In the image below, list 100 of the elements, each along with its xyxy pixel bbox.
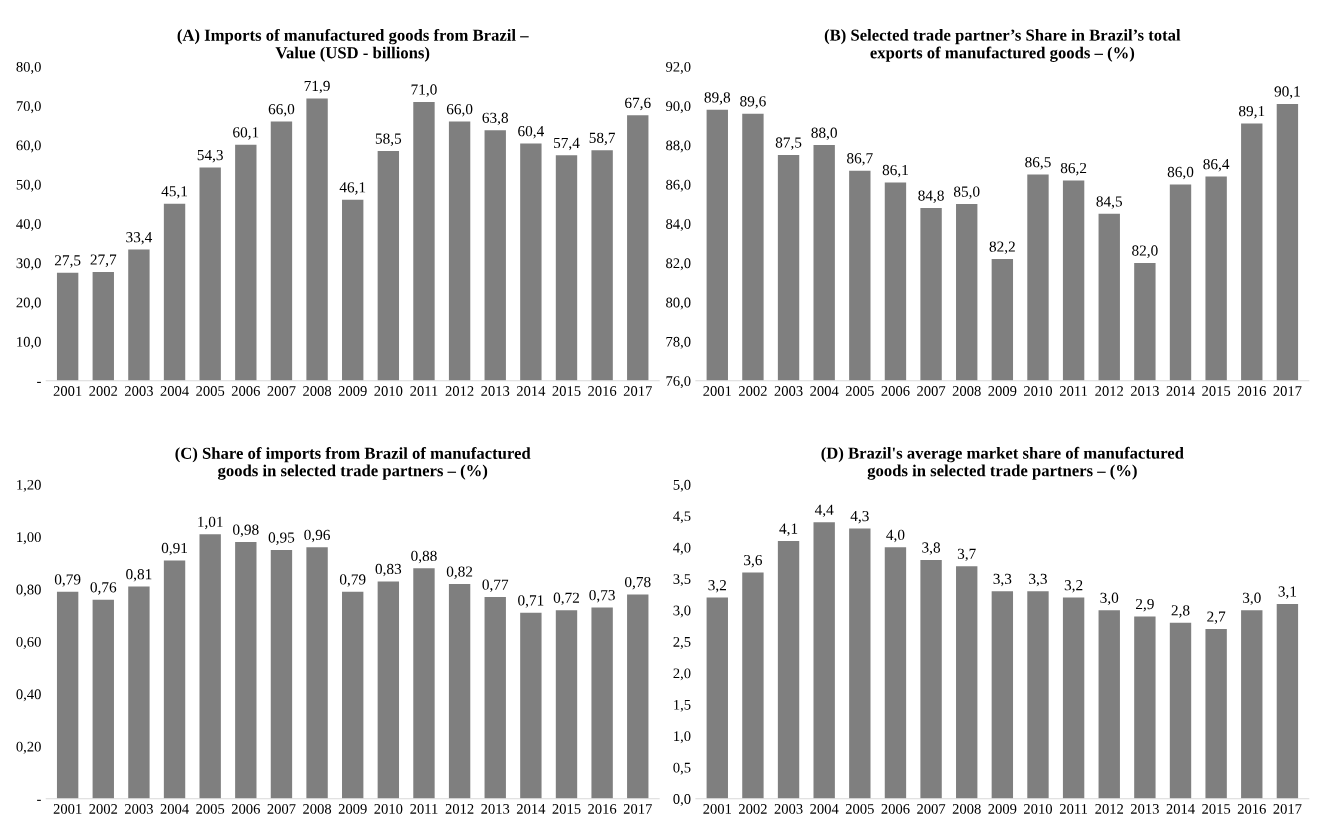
- bar: [413, 101, 435, 381]
- data-label: 3,2: [708, 580, 726, 593]
- y-tick-label: 80,0: [666, 297, 691, 310]
- x-tick-label: 2001: [703, 804, 731, 814]
- bar: [591, 607, 613, 799]
- x-tick-label: 2003: [774, 386, 803, 396]
- data-label: 27,7: [90, 254, 117, 267]
- y-tick-label: 90,0: [666, 101, 691, 114]
- x-tick-label: 2014: [1166, 386, 1195, 396]
- data-label: 82,0: [1132, 245, 1158, 258]
- y-tick-label: 30,0: [16, 258, 41, 271]
- bar: [163, 560, 186, 799]
- x-tick-label: 2016: [1237, 386, 1266, 396]
- bar: [235, 144, 257, 381]
- x-tick-label: 2006: [231, 386, 260, 396]
- bar: [199, 534, 221, 799]
- x-tick-label: 2008: [952, 804, 981, 814]
- x-tick-label: 2007: [917, 804, 946, 814]
- data-label: 0,82: [446, 566, 473, 579]
- y-tick-label: 0,60: [16, 636, 41, 649]
- x-tick-label: 2013: [1130, 804, 1159, 814]
- x-tick-label: 2012: [1095, 804, 1124, 814]
- data-label: 3,6: [744, 554, 763, 568]
- x-tick-label: 2011: [1059, 386, 1088, 396]
- y-tick-label: 82,0: [666, 258, 691, 271]
- bar: [706, 597, 728, 799]
- x-tick-label: 2017: [1273, 386, 1302, 396]
- y-tick-label: 50,0: [16, 179, 41, 192]
- x-tick-label: 2003: [774, 804, 803, 814]
- bar: [199, 167, 221, 381]
- y-tick-label: 4,0: [673, 542, 691, 555]
- data-label: 0,72: [553, 592, 580, 606]
- bar: [1134, 616, 1156, 799]
- x-tick-label: 2001: [53, 386, 82, 396]
- data-label: 3,7: [957, 548, 976, 562]
- bar: [956, 566, 978, 799]
- x-tick-label: 2005: [845, 386, 874, 396]
- data-label: 86,7: [847, 153, 873, 166]
- y-tick-label: 5,0: [673, 479, 691, 492]
- data-label: 89,1: [1238, 105, 1265, 119]
- data-label: 87,5: [775, 137, 802, 150]
- data-label: 3,2: [1064, 580, 1083, 593]
- bar: [448, 583, 471, 799]
- x-tick-label: 2014: [516, 386, 546, 396]
- x-tick-label: 2010: [374, 386, 403, 396]
- data-label: 3,0: [1100, 592, 1119, 606]
- bar: [627, 115, 649, 381]
- bar: [270, 121, 293, 381]
- bar: [306, 98, 328, 381]
- x-tick-label: 2017: [1273, 804, 1302, 814]
- x-tick-label: 2009: [338, 386, 367, 396]
- bar: [342, 199, 364, 381]
- x-tick-label: 2010: [1024, 804, 1052, 814]
- data-label: 27,5: [54, 255, 81, 268]
- bar: [484, 597, 506, 799]
- bar: [555, 155, 578, 381]
- data-label: 4,1: [779, 523, 798, 536]
- data-label: 2,9: [1136, 598, 1154, 612]
- bar: [1062, 597, 1085, 799]
- data-label: 60,4: [518, 125, 544, 139]
- y-tick-label: 0,20: [16, 741, 41, 754]
- data-label: 0,78: [624, 576, 651, 590]
- bar: [56, 272, 79, 381]
- x-tick-label: 2012: [445, 804, 474, 814]
- x-tick-label: 2015: [552, 386, 581, 396]
- y-tick-label: 1,20: [17, 479, 41, 492]
- y-tick-label: 3,5: [673, 574, 691, 587]
- bar: [920, 559, 942, 799]
- x-tick-label: 2002: [738, 386, 767, 396]
- x-tick-label: 2016: [588, 386, 617, 396]
- x-tick-label: 2010: [374, 804, 403, 814]
- x-tick-label: 2007: [267, 804, 296, 814]
- x-tick-label: 2009: [338, 804, 367, 814]
- data-label: 46,1: [339, 182, 366, 195]
- bar: [1276, 603, 1299, 799]
- y-tick-label: 2,0: [673, 668, 691, 681]
- data-label: 71,9: [304, 80, 330, 94]
- chart-title: (C) Share of imports from Brazil of manufactured goods in selected trade partners – (%): [175, 446, 531, 480]
- x-tick-label: 2011: [1059, 804, 1088, 814]
- x-tick-label: 2005: [196, 804, 225, 814]
- data-label: 3,3: [1029, 573, 1047, 587]
- x-tick-label: 2005: [196, 386, 225, 396]
- data-label: 0,91: [161, 542, 187, 556]
- data-label: 4,3: [850, 510, 869, 524]
- x-tick-label: 2015: [1202, 804, 1231, 814]
- bar: [555, 610, 578, 799]
- data-label: 86,1: [882, 164, 908, 178]
- data-label: 0,76: [90, 582, 117, 595]
- data-label: 89,8: [704, 92, 731, 105]
- bar: [1241, 610, 1263, 799]
- bar: [92, 599, 114, 799]
- y-tick-label: 78,0: [666, 336, 691, 349]
- data-label: 60,1: [233, 127, 259, 140]
- y-tick-label: 1,0: [674, 731, 691, 744]
- bar: [128, 586, 150, 799]
- data-label: 1,01: [198, 516, 223, 530]
- bar: [163, 203, 186, 381]
- y-tick-label: 4,5: [673, 511, 691, 524]
- y-tick-label: 10,0: [17, 336, 41, 349]
- y-tick-label: 0,5: [673, 762, 691, 775]
